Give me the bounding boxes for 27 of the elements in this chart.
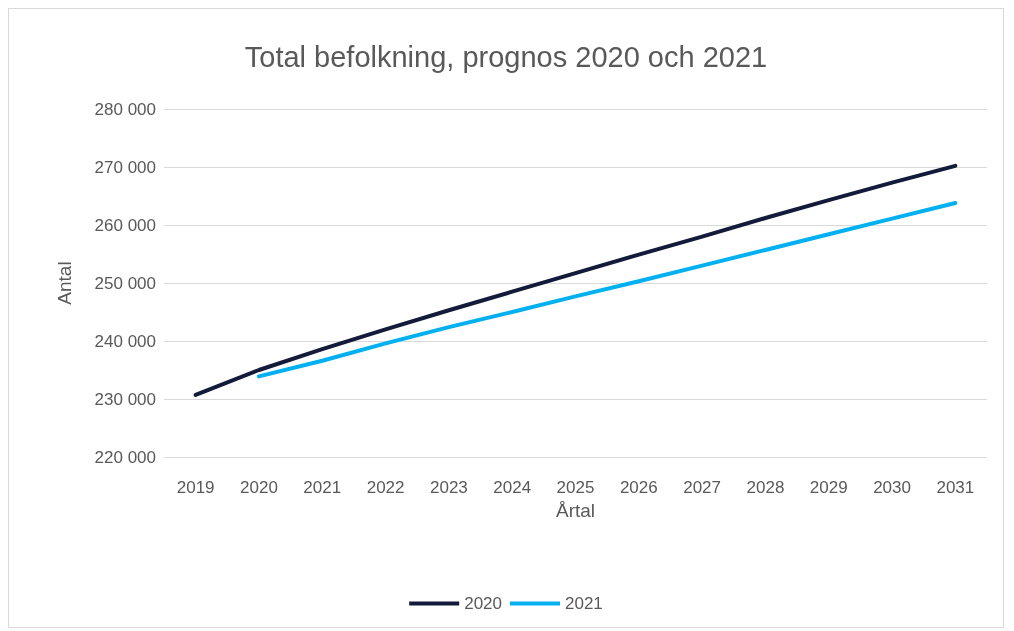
x-tick-label: 2022 bbox=[366, 478, 405, 497]
x-axis-title: Årtal bbox=[555, 499, 596, 521]
x-tick-label: 2026 bbox=[619, 478, 658, 497]
x-tick-label: 2031 bbox=[936, 478, 975, 497]
x-tick-label: 2027 bbox=[683, 478, 722, 497]
x-tick-label: 2023 bbox=[429, 478, 468, 497]
x-tick-label: 2024 bbox=[493, 478, 532, 497]
y-tick-label: 250 000 bbox=[94, 273, 156, 293]
y-tick-label: 260 000 bbox=[94, 215, 156, 235]
x-tick-label: 2030 bbox=[873, 478, 911, 497]
y-tick-label: 230 000 bbox=[94, 389, 156, 409]
y-tick-label: 280 000 bbox=[94, 99, 156, 119]
legend-label: 2021 bbox=[565, 594, 603, 613]
chart-title: Total befolkning, prognos 2020 och 2021 bbox=[244, 40, 768, 73]
x-tick-label: 2019 bbox=[176, 478, 215, 497]
y-tick-label: 220 000 bbox=[94, 447, 156, 467]
legend-label: 2020 bbox=[464, 594, 503, 613]
line-series bbox=[193, 163, 958, 397]
line-series bbox=[256, 200, 958, 379]
y-axis-title: Antal bbox=[54, 261, 75, 305]
y-tick-label: 270 000 bbox=[94, 157, 156, 177]
y-tick-label: 240 000 bbox=[94, 331, 156, 351]
x-tick-label: 2029 bbox=[809, 478, 848, 497]
x-tick-label: 2028 bbox=[746, 478, 785, 497]
x-tick-label: 2020 bbox=[240, 478, 278, 497]
x-tick-label: 2021 bbox=[303, 478, 342, 497]
x-tick-label: 2025 bbox=[556, 478, 595, 497]
